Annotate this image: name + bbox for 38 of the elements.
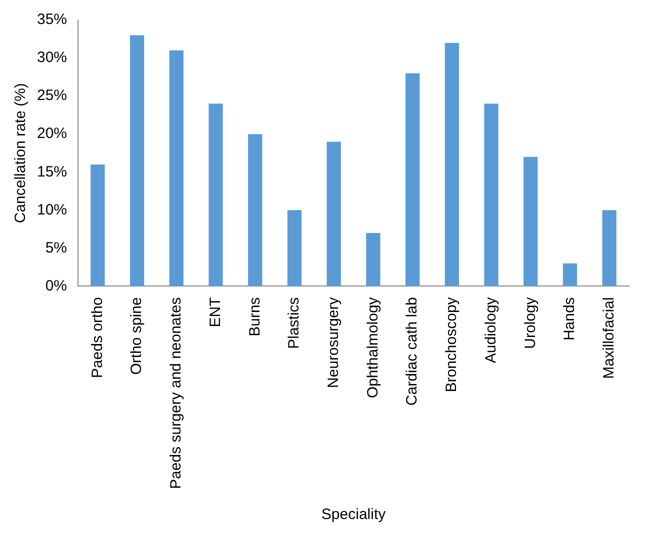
- y-tick-label: 20%: [36, 125, 68, 142]
- x-axis-title: Speciality: [321, 506, 386, 524]
- y-tick-label: 35%: [36, 11, 68, 28]
- x-tick-label: Maxillofacial: [600, 297, 618, 379]
- y-tick-label: 10%: [36, 201, 68, 218]
- x-tick-label: Ophthalmology: [364, 296, 382, 398]
- x-tick-label: Bronchoscopy: [443, 296, 460, 392]
- y-tick-label: 25%: [36, 87, 68, 104]
- bar: [444, 42, 459, 286]
- bar: [484, 104, 498, 286]
- x-tick-label: Neurosurgery: [324, 296, 342, 388]
- x-tick-label: Cardiac cath lab: [404, 297, 421, 406]
- y-tick-label: 30%: [36, 49, 68, 66]
- bar: [562, 263, 578, 286]
- bar: [602, 210, 616, 286]
- y-tick-label: 15%: [36, 163, 68, 180]
- x-tick-label: ENT: [206, 297, 224, 328]
- bar: [326, 142, 341, 286]
- x-tick-label: Burns: [246, 297, 264, 336]
- bar: [405, 73, 420, 286]
- bar: [248, 134, 262, 286]
- x-tick-label: Paeds surgery and neonates: [168, 297, 185, 490]
- x-tick-label: Audiology: [482, 296, 500, 364]
- x-tick-label: Ortho spine: [128, 297, 146, 375]
- x-tick-label: Paeds ortho: [88, 297, 106, 378]
- bar: [90, 164, 105, 286]
- bar: [366, 232, 380, 286]
- bar: [524, 156, 538, 286]
- y-axis-title: Cancellation rate (%): [12, 83, 30, 224]
- x-tick-label: Plastics: [286, 297, 303, 349]
- bar: [169, 50, 184, 286]
- bar: [287, 210, 302, 286]
- y-tick-label: 5%: [45, 239, 68, 256]
- bar: [130, 35, 144, 286]
- x-tick-label: Urology: [522, 296, 539, 349]
- x-tick-label: Hands: [561, 297, 578, 341]
- bar: [208, 104, 223, 286]
- y-tick-label: 0%: [45, 277, 68, 294]
